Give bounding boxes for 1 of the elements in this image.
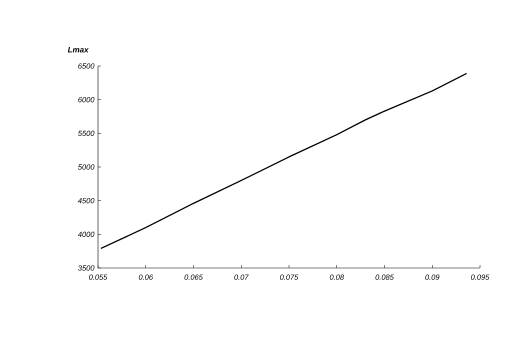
line-series [100,72,468,250]
